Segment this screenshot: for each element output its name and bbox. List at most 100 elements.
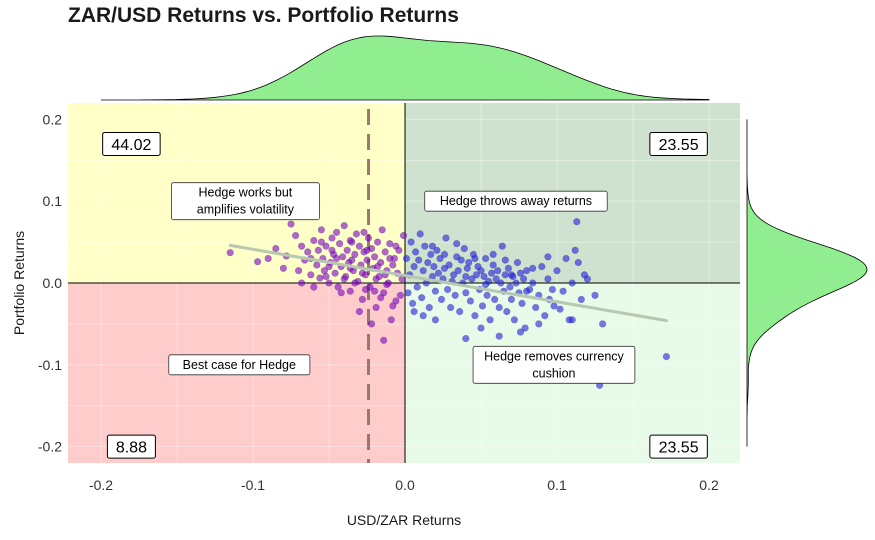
data-point xyxy=(410,308,418,316)
data-point xyxy=(377,294,385,302)
data-point xyxy=(451,291,459,299)
data-point xyxy=(351,279,359,287)
data-point xyxy=(468,275,476,283)
data-point xyxy=(407,238,415,246)
data-point xyxy=(372,275,380,283)
data-point xyxy=(404,289,412,297)
data-point xyxy=(489,250,497,258)
data-point xyxy=(512,279,520,287)
data-point xyxy=(571,246,579,254)
data-point xyxy=(392,297,400,305)
data-point xyxy=(535,320,543,328)
data-point xyxy=(529,279,537,287)
data-point xyxy=(521,324,529,332)
data-point xyxy=(387,316,395,324)
data-point xyxy=(538,263,546,271)
data-point xyxy=(519,275,528,283)
data-point xyxy=(434,269,443,277)
data-point xyxy=(568,316,576,324)
data-point xyxy=(472,271,481,279)
data-point xyxy=(381,248,389,256)
x-tick-label: 0.1 xyxy=(547,477,567,493)
y-tick-label: 0.0 xyxy=(43,275,63,291)
data-point xyxy=(310,236,318,245)
data-point xyxy=(343,246,351,254)
data-point xyxy=(352,230,361,238)
data-point xyxy=(346,236,354,245)
data-point xyxy=(340,222,348,230)
data-point xyxy=(254,258,262,266)
count-top-left: 44.02 xyxy=(102,131,161,156)
data-point xyxy=(355,308,364,316)
data-point xyxy=(412,248,420,256)
annotation-label: Hedge throws away returns xyxy=(440,194,592,208)
data-point xyxy=(462,272,470,281)
data-point xyxy=(501,271,509,279)
data-point xyxy=(226,249,234,257)
data-point xyxy=(495,303,503,312)
data-point xyxy=(392,242,400,250)
data-point xyxy=(264,254,272,263)
count-bottom-left: 8.88 xyxy=(106,434,156,459)
data-point xyxy=(413,283,421,291)
data-point xyxy=(480,272,488,281)
data-point xyxy=(287,220,295,228)
data-point xyxy=(503,308,511,316)
data-point xyxy=(430,263,438,271)
data-point xyxy=(522,287,531,295)
data-point xyxy=(447,303,455,312)
x-tick-label: 0.0 xyxy=(395,477,415,493)
data-point xyxy=(421,242,429,250)
top-marginal-density xyxy=(101,35,710,101)
data-point xyxy=(495,332,503,340)
x-tick-label: -0.1 xyxy=(241,477,265,493)
data-point xyxy=(386,240,394,248)
data-point xyxy=(548,285,557,294)
data-point xyxy=(298,279,306,287)
x-axis-ticks: -0.2 -0.1 0.0 0.1 0.2 xyxy=(89,477,719,493)
data-point xyxy=(358,269,367,277)
data-point xyxy=(591,291,599,299)
data-point xyxy=(577,295,585,304)
data-point xyxy=(295,267,303,275)
data-point xyxy=(334,283,342,291)
quadrant-annotations: Hedge works but amplifies volatility Hedg… xyxy=(168,182,636,384)
data-point xyxy=(368,320,376,328)
data-point xyxy=(482,281,490,289)
data-point xyxy=(316,274,324,282)
data-point xyxy=(454,267,462,275)
data-point xyxy=(419,267,427,275)
data-point xyxy=(498,242,506,250)
data-point xyxy=(427,250,435,258)
data-point xyxy=(360,228,368,236)
data-point xyxy=(419,312,427,320)
data-point xyxy=(361,285,370,294)
data-point xyxy=(488,269,496,277)
y-tick-label: -0.2 xyxy=(38,439,62,455)
y-tick-label: -0.1 xyxy=(38,357,62,373)
data-point xyxy=(433,246,441,254)
data-point xyxy=(374,238,382,246)
data-point xyxy=(477,324,485,332)
data-point xyxy=(331,269,339,277)
count-label: 23.55 xyxy=(659,137,699,154)
data-point xyxy=(507,295,516,304)
data-point xyxy=(506,283,514,291)
data-point xyxy=(383,281,391,289)
data-point xyxy=(346,287,354,295)
zero-reference-lines xyxy=(68,103,740,463)
data-point xyxy=(396,291,405,299)
annotation-1: Hedge throws away returns xyxy=(424,190,608,212)
data-point xyxy=(358,295,367,304)
x-axis-title: USD/ZAR Returns xyxy=(347,512,461,528)
data-point xyxy=(364,234,373,242)
data-point xyxy=(399,232,408,240)
data-point xyxy=(304,248,312,256)
x-tick-label: -0.2 xyxy=(89,477,113,493)
data-point xyxy=(317,226,326,234)
data-point xyxy=(378,226,386,234)
data-point xyxy=(550,302,558,310)
data-point xyxy=(272,245,280,253)
data-point xyxy=(444,285,452,294)
